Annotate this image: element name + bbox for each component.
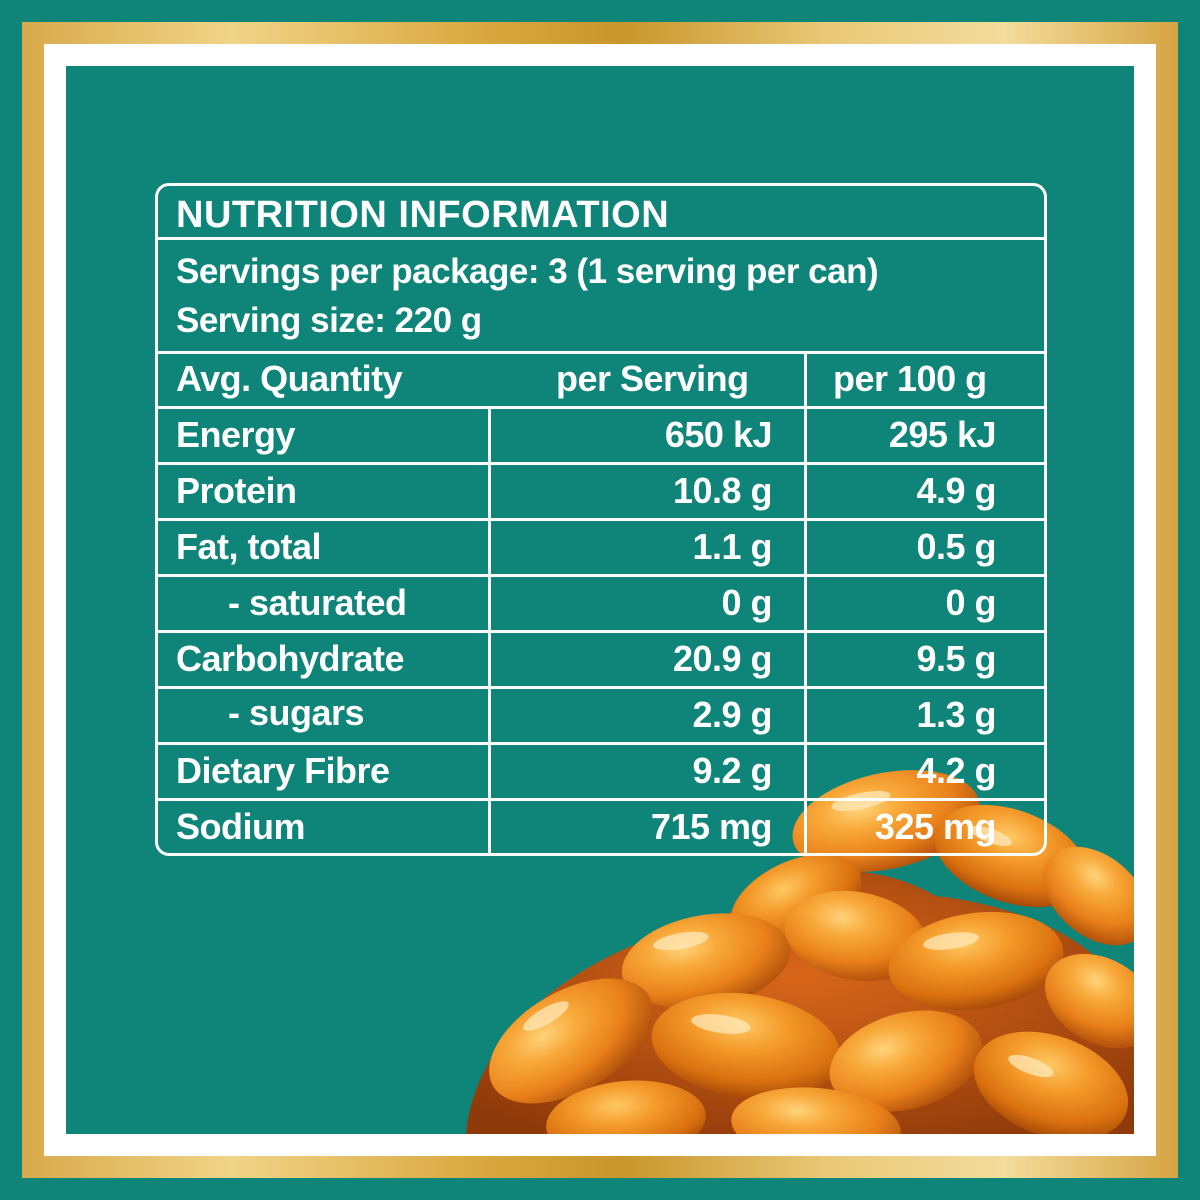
per-serving-carbohydrate: 20.9 g bbox=[672, 638, 773, 679]
divider bbox=[158, 406, 1044, 409]
per-100g-protein: 4.9 g bbox=[916, 470, 996, 511]
baked-beans-illustration bbox=[466, 770, 1134, 1134]
per-100g-carbohydrate: 9.5 g bbox=[916, 638, 996, 679]
row-label-saturated: - saturated bbox=[228, 582, 407, 623]
row-divider bbox=[158, 630, 1044, 633]
column-divider bbox=[804, 351, 807, 853]
per-serving-protein: 10.8 g bbox=[672, 470, 773, 511]
row-divider bbox=[158, 686, 1044, 689]
column-header-per-100g: per 100 g bbox=[833, 358, 987, 399]
per-serving-dietary-fibre: 9.2 g bbox=[692, 750, 772, 791]
per-100g-energy: 295 kJ bbox=[888, 414, 997, 455]
bean-highlights bbox=[523, 790, 1054, 1078]
bean bbox=[731, 1087, 901, 1134]
table-title: NUTRITION INFORMATION bbox=[176, 194, 670, 236]
row-divider bbox=[158, 798, 1044, 801]
row-divider bbox=[158, 462, 1044, 465]
per-100g-sodium: 325 mg bbox=[874, 806, 997, 847]
per-serving-energy: 650 kJ bbox=[664, 414, 773, 455]
row-label-energy: Energy bbox=[176, 414, 296, 455]
row-divider bbox=[158, 518, 1044, 521]
teal-panel: NUTRITION INFORMATION Servings per packa… bbox=[66, 66, 1134, 1134]
per-100g-dietary-fibre: 4.2 g bbox=[916, 750, 996, 791]
column-header-quantity: Avg. Quantity bbox=[176, 358, 403, 399]
per-serving-sodium: 715 mg bbox=[650, 806, 773, 847]
row-label-sodium: Sodium bbox=[176, 806, 306, 847]
bean bbox=[489, 978, 653, 1104]
row-divider bbox=[158, 742, 1044, 745]
servings-per-package: Servings per package: 3 (1 serving per c… bbox=[176, 252, 879, 291]
bean bbox=[888, 911, 1064, 1011]
row-label-dietary-fibre: Dietary Fibre bbox=[176, 750, 390, 791]
column-header-per-serving: per Serving bbox=[556, 358, 749, 399]
divider bbox=[158, 351, 1044, 354]
row-divider bbox=[158, 574, 1044, 577]
bean bbox=[792, 770, 980, 872]
row-label-carbohydrate: Carbohydrate bbox=[176, 638, 405, 679]
bean bbox=[1044, 953, 1134, 1049]
bean bbox=[1043, 846, 1134, 946]
row-label-fat-total: Fat, total bbox=[176, 526, 322, 567]
per-100g-fat-total: 0.5 g bbox=[916, 526, 996, 567]
per-100g-saturated: 0 g bbox=[945, 582, 996, 623]
bean bbox=[829, 1010, 983, 1112]
nutrition-information-table: NUTRITION INFORMATION Servings per packa… bbox=[155, 183, 1047, 856]
column-divider bbox=[488, 406, 491, 853]
row-label-protein: Protein bbox=[176, 470, 297, 511]
row-label-sugars: - sugars bbox=[228, 692, 365, 733]
bean bbox=[546, 1080, 706, 1134]
per-serving-sugars: 2.9 g bbox=[692, 694, 772, 735]
serving-size: Serving size: 220 g bbox=[176, 301, 482, 340]
per-serving-saturated: 0 g bbox=[721, 582, 772, 623]
per-serving-fat-total: 1.1 g bbox=[692, 526, 772, 567]
bean bbox=[621, 913, 791, 1009]
per-100g-sugars: 1.3 g bbox=[916, 694, 996, 735]
divider bbox=[158, 237, 1044, 240]
